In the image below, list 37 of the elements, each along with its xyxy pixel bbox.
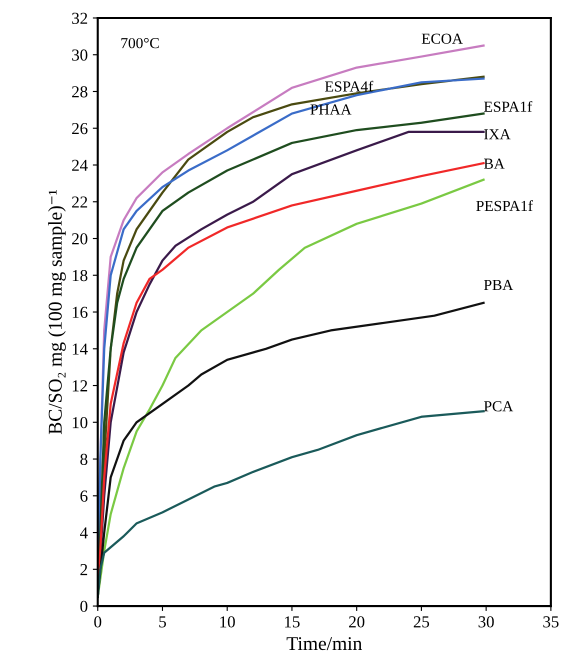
y-tick-label: 0 bbox=[80, 600, 88, 612]
x-tick-label: 30 bbox=[478, 616, 494, 628]
y-tick-label: 14 bbox=[72, 344, 88, 355]
series-label: BA bbox=[484, 158, 505, 169]
x-tick-label: 5 bbox=[159, 616, 166, 628]
y-axis-title: BC/SO₂ mg (100 mg sample)⁻¹ bbox=[48, 190, 66, 434]
y-tick-label: 12 bbox=[72, 380, 88, 392]
y-tick-label: 22 bbox=[72, 196, 88, 208]
y-tick-label: 18 bbox=[72, 270, 88, 282]
annotation: 700°C bbox=[121, 38, 159, 48]
y-tick-label: 24 bbox=[72, 160, 88, 171]
x-tick-label: 10 bbox=[220, 616, 235, 628]
y-tick-label: 2 bbox=[80, 564, 88, 576]
x-tick-label: 0 bbox=[94, 616, 102, 628]
series-label: ESPA1f bbox=[484, 100, 532, 112]
x-tick-label: 20 bbox=[349, 616, 364, 628]
y-tick-label: 8 bbox=[80, 454, 88, 465]
y-tick-label: 10 bbox=[72, 416, 88, 428]
y-tick-label: 20 bbox=[72, 233, 88, 244]
series-label: IXA bbox=[484, 129, 511, 140]
y-tick-label: 16 bbox=[72, 306, 88, 318]
x-tick-label: 25 bbox=[414, 616, 430, 628]
series-label: PCA bbox=[484, 401, 514, 412]
series-label: PHAA bbox=[310, 104, 352, 114]
series-label: PESPA1f bbox=[476, 200, 533, 212]
series-label: ESPA4f bbox=[325, 80, 374, 92]
x-axis-title: Time/min bbox=[286, 637, 362, 650]
y-tick-label: 26 bbox=[72, 122, 88, 134]
series-label: ECOA bbox=[422, 34, 463, 44]
x-tick-label: 35 bbox=[543, 616, 559, 628]
y-tick-label: 4 bbox=[80, 527, 88, 538]
y-tick-label: 32 bbox=[72, 12, 88, 24]
series-label: PBA bbox=[484, 280, 514, 290]
x-tick-label: 15 bbox=[285, 616, 300, 628]
y-tick-label: 28 bbox=[72, 86, 88, 98]
y-tick-label: 6 bbox=[80, 490, 88, 502]
y-tick-label: 30 bbox=[72, 49, 88, 61]
